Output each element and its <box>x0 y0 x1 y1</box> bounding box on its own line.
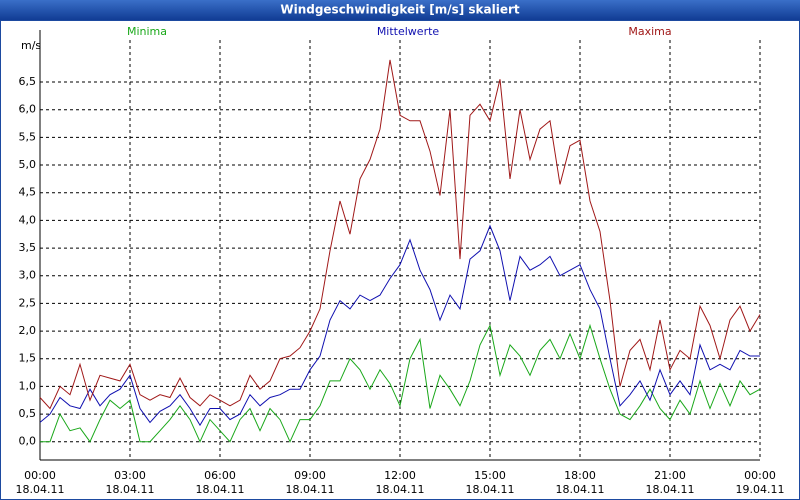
x-tick-label: 03:00 <box>114 469 146 482</box>
y-tick-label: 3,0 <box>19 269 37 282</box>
x-tick-date: 19.04.11 <box>736 483 785 496</box>
x-tick-date: 18.04.11 <box>196 483 245 496</box>
x-tick-date: 18.04.11 <box>646 483 695 496</box>
x-tick-label: 12:00 <box>384 469 416 482</box>
x-tick-label: 18:00 <box>564 469 596 482</box>
y-tick-label: 5,5 <box>19 130 37 143</box>
chart-title: Windgeschwindigkeit [m/s] skaliert <box>280 3 520 17</box>
x-tick-date: 18.04.11 <box>556 483 605 496</box>
x-tick-date: 18.04.11 <box>376 483 425 496</box>
y-tick-label: 4,0 <box>19 213 37 226</box>
y-tick-label: 1,0 <box>19 379 37 392</box>
y-tick-label: 0,0 <box>19 435 37 448</box>
x-tick-label: 09:00 <box>294 469 326 482</box>
x-tick-date: 18.04.11 <box>466 483 515 496</box>
legend-entry: Minima <box>127 25 167 38</box>
y-axis-label: m/s <box>21 39 41 52</box>
x-tick-label: 00:00 <box>24 469 56 482</box>
x-tick-label: 06:00 <box>204 469 236 482</box>
y-tick-label: 2,5 <box>19 296 37 309</box>
y-tick-label: 2,0 <box>19 324 37 337</box>
series-line <box>40 323 761 443</box>
y-tick-label: 6,0 <box>19 103 37 116</box>
y-tick-label: 6,5 <box>19 75 37 88</box>
x-tick-date: 18.04.11 <box>16 483 65 496</box>
y-tick-label: 3,5 <box>19 241 37 254</box>
y-tick-label: 0,5 <box>19 407 37 420</box>
series-line <box>39 59 761 410</box>
x-tick-date: 18.04.11 <box>286 483 335 496</box>
y-tick-label: 1,5 <box>19 352 37 365</box>
y-tick-label: 4,5 <box>19 186 37 199</box>
x-tick-label: 21:00 <box>654 469 686 482</box>
x-tick-label: 00:00 <box>744 469 776 482</box>
legend-entry: Maxima <box>628 25 671 38</box>
legend-entry: Mittelwerte <box>377 25 440 38</box>
x-tick-label: 15:00 <box>474 469 506 482</box>
frame <box>0 20 800 500</box>
x-tick-date: 18.04.11 <box>106 483 155 496</box>
series-line <box>39 224 760 427</box>
y-tick-label: 5,0 <box>19 158 37 171</box>
title-bar <box>0 0 800 20</box>
